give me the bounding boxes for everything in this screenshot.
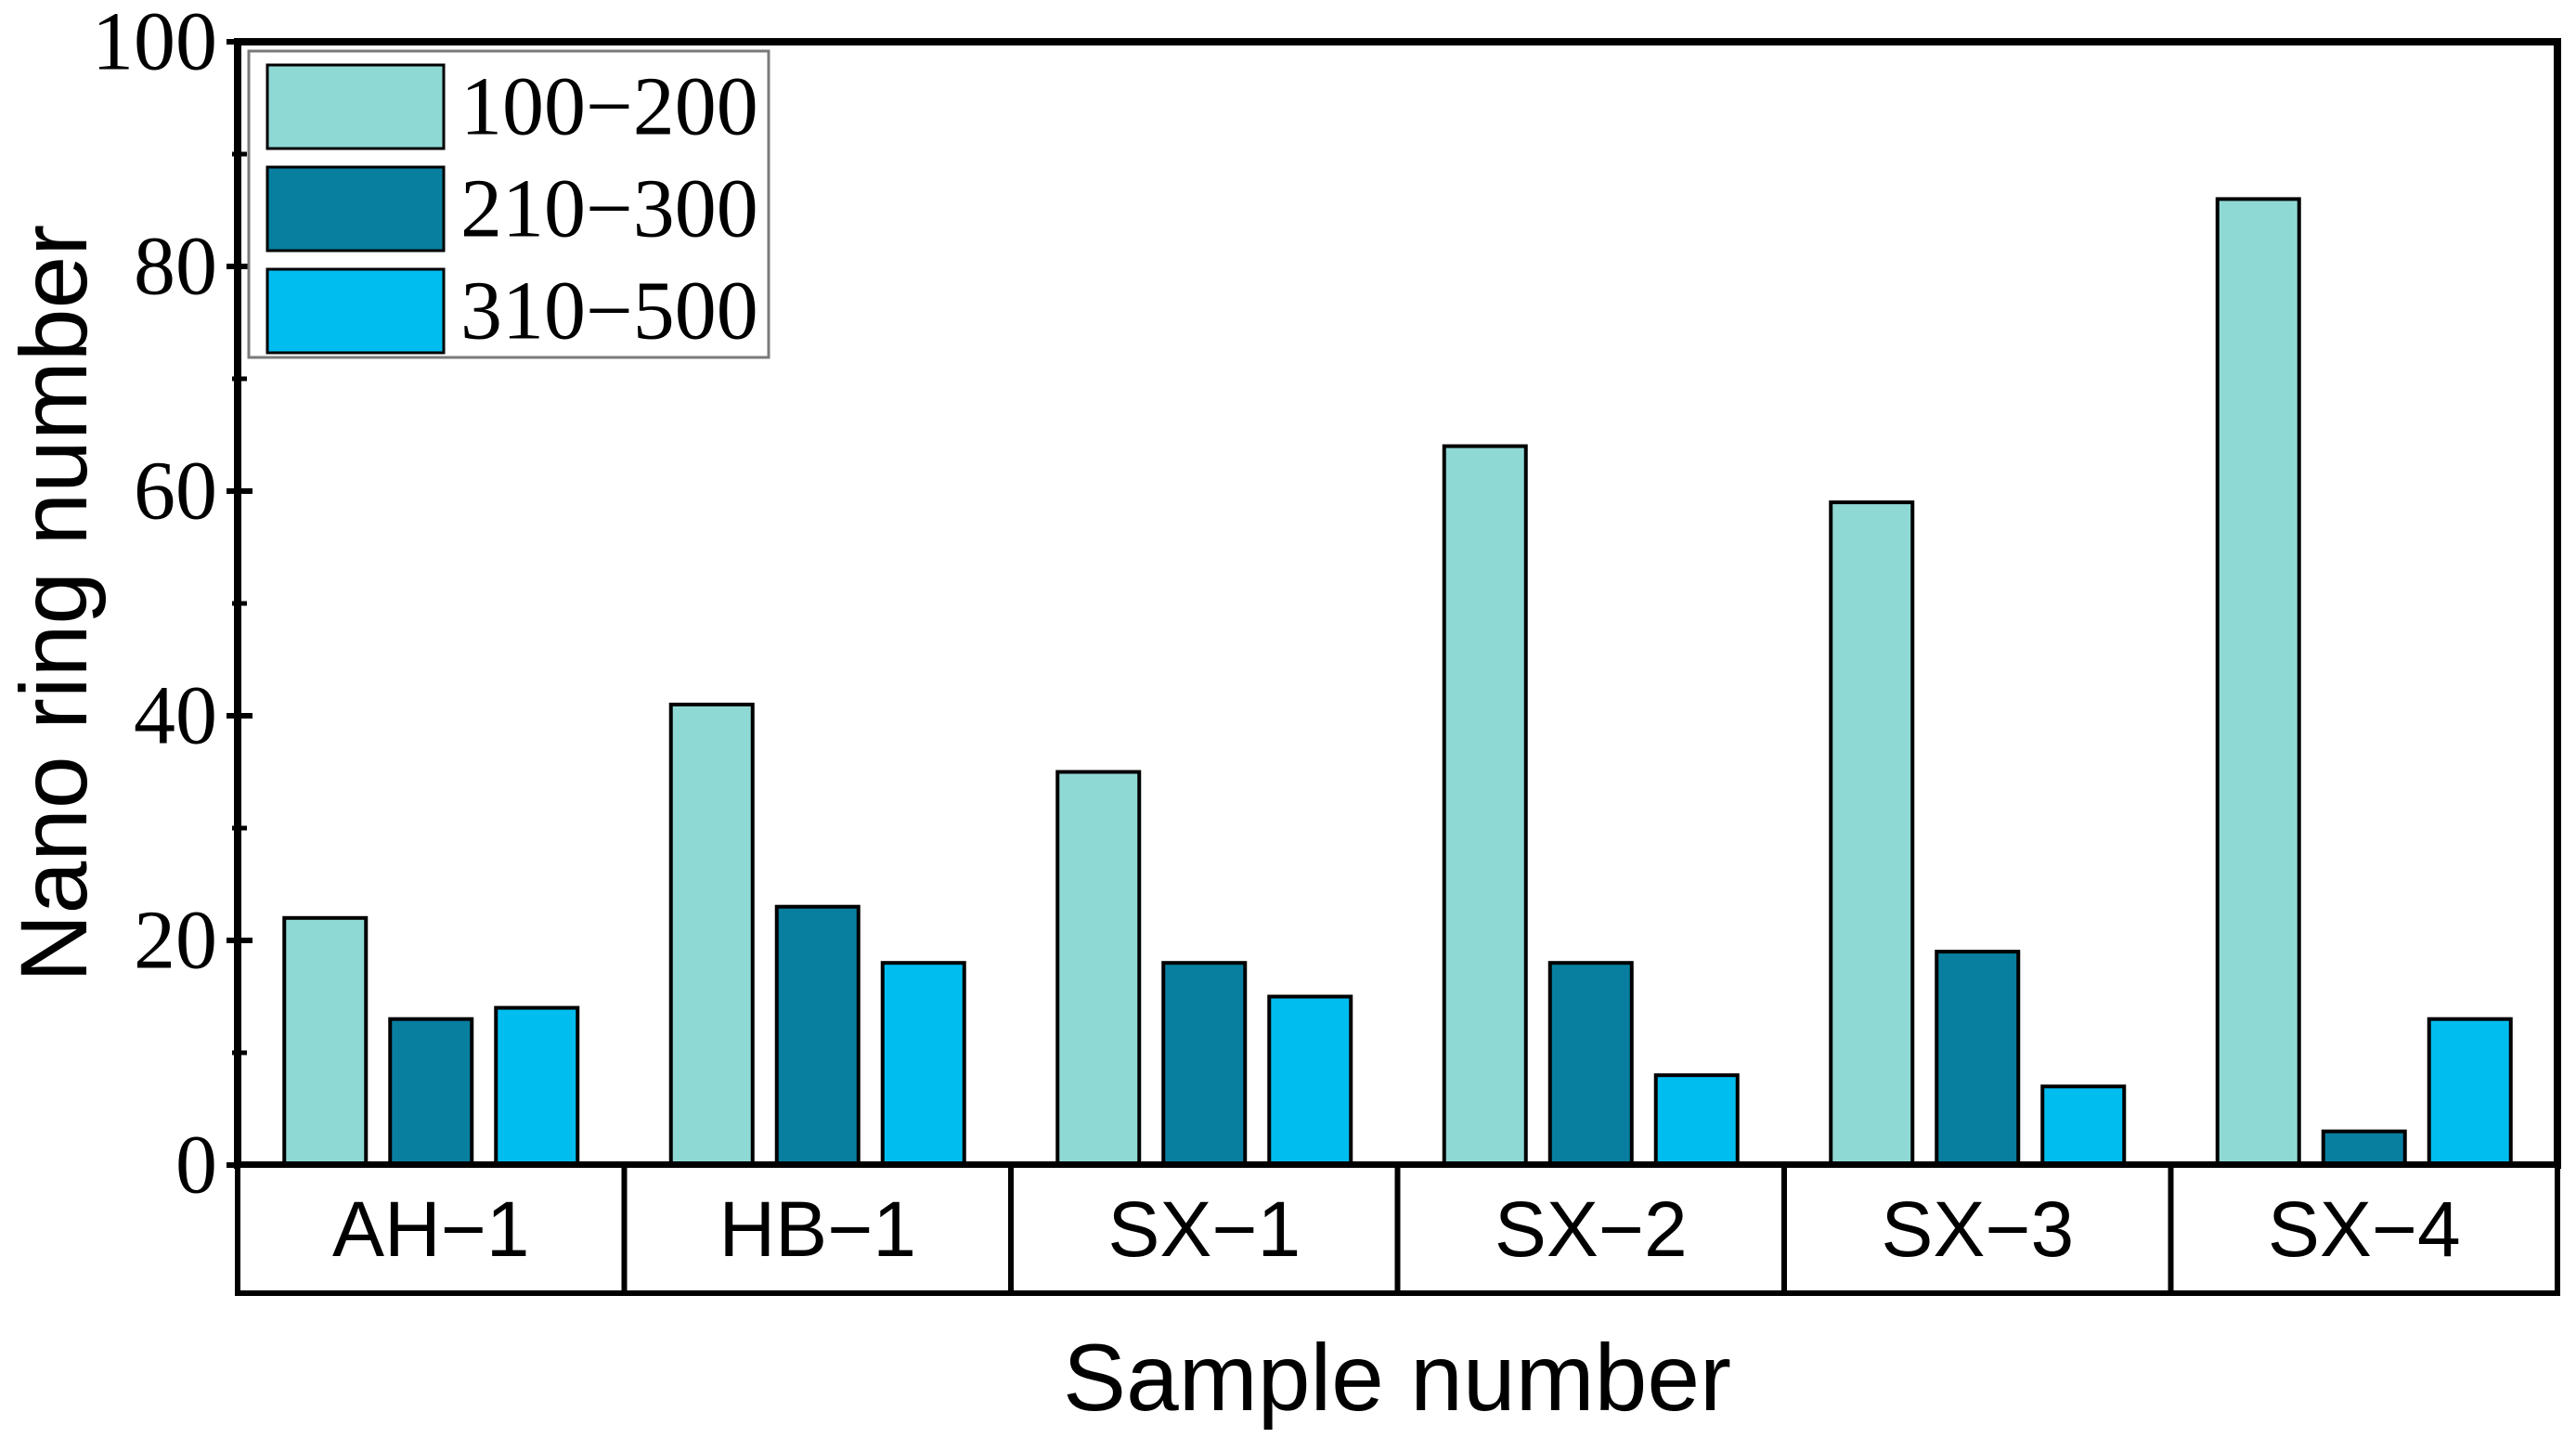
y-tick-label: 40	[134, 670, 217, 762]
bar-series1-cat5	[1829, 500, 1915, 1167]
y-tick-label: 100	[92, 0, 217, 88]
bar-series3-cat4	[1653, 1073, 1740, 1167]
bar-series2-cat6	[2321, 1129, 2407, 1167]
y-tick-label: 60	[134, 446, 217, 538]
bar-series1-cat4	[1442, 444, 1528, 1168]
bar-series2-cat1	[388, 1017, 474, 1167]
category-cell	[235, 1162, 628, 1296]
category-label: AH−1	[332, 1185, 529, 1273]
legend-label-3: 310−500	[460, 266, 758, 357]
bar-series1-cat1	[282, 915, 369, 1167]
ticks-layer: 0 20 40 60 80 100	[92, 0, 252, 1211]
category-cell	[1394, 1162, 1787, 1296]
category-label: SX−2	[1495, 1185, 1688, 1273]
bar-series2-cat3	[1161, 961, 1248, 1167]
legend-label-1: 100−200	[460, 61, 758, 153]
y-tick-label: 80	[134, 221, 217, 313]
legend: 100−200 210−300 310−500	[247, 49, 770, 359]
category-cell	[1781, 1162, 2174, 1296]
bar-series2-cat5	[1935, 950, 2021, 1167]
x-axis-title: Sample number	[1063, 1325, 1731, 1431]
bar-series1-cat6	[2215, 197, 2301, 1167]
bar-series3-cat1	[494, 1005, 580, 1167]
category-cell	[2168, 1162, 2560, 1296]
category-label: SX−4	[2268, 1185, 2461, 1273]
bar-series3-cat2	[880, 961, 966, 1167]
bar-series1-cat2	[668, 702, 755, 1168]
category-strip: AH−1 HB−1 SX−1 SX−2 SX−3 SX−4	[235, 1162, 2560, 1296]
legend-swatch-2	[265, 165, 446, 253]
category-label: SX−1	[1107, 1185, 1301, 1273]
y-tick-label: 20	[134, 895, 217, 987]
category-label: SX−3	[1881, 1185, 2074, 1273]
legend-swatch-1	[265, 63, 446, 150]
bars-layer	[282, 197, 2513, 1168]
bar-series1-cat3	[1055, 770, 1142, 1167]
bar-series2-cat4	[1547, 961, 1634, 1167]
bar-series3-cat3	[1267, 994, 1353, 1167]
y-tick-label: 0	[175, 1120, 217, 1211]
bar-series3-cat5	[2040, 1084, 2127, 1168]
category-label: HB−1	[719, 1185, 916, 1273]
y-axis-title: Nano ring number	[1, 225, 107, 982]
legend-label-2: 210−300	[460, 163, 758, 255]
bar-series3-cat6	[2427, 1017, 2513, 1167]
legend-swatch-3	[265, 267, 446, 355]
bar-series2-cat2	[774, 904, 861, 1167]
